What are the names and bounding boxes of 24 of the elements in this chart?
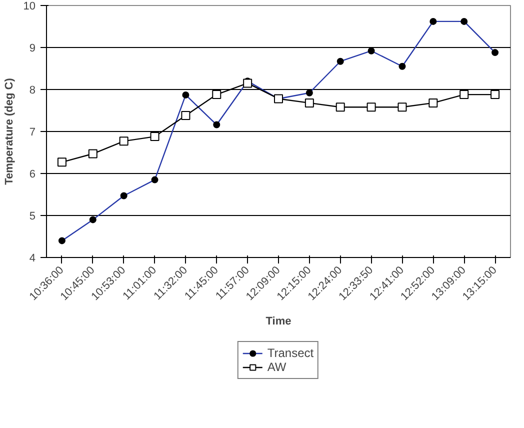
y-tick-label: 7: [29, 126, 36, 138]
point: [119, 136, 128, 146]
y-tick-label: 8: [29, 84, 36, 96]
y-tick-label: 9: [29, 42, 36, 54]
point: [150, 132, 160, 142]
point: [304, 98, 314, 108]
x-axis-title: Time: [266, 315, 292, 328]
y-tick-label: 6: [29, 168, 36, 180]
point: [88, 149, 98, 158]
point: [243, 78, 252, 88]
point: [398, 102, 407, 112]
legend-label: AW: [267, 360, 288, 374]
y-tick-label: 10: [23, 0, 36, 12]
point: [212, 90, 222, 100]
point: [366, 102, 376, 112]
point: [428, 98, 438, 108]
y-tick-label: 4: [29, 252, 36, 264]
point: [336, 102, 345, 112]
point: [57, 158, 66, 167]
point: [460, 90, 469, 100]
y-tick-label: 5: [29, 210, 36, 222]
y-axis-title: Temperature (deg C): [3, 78, 16, 185]
point: [181, 111, 190, 120]
legend-label: Transect: [267, 346, 314, 360]
